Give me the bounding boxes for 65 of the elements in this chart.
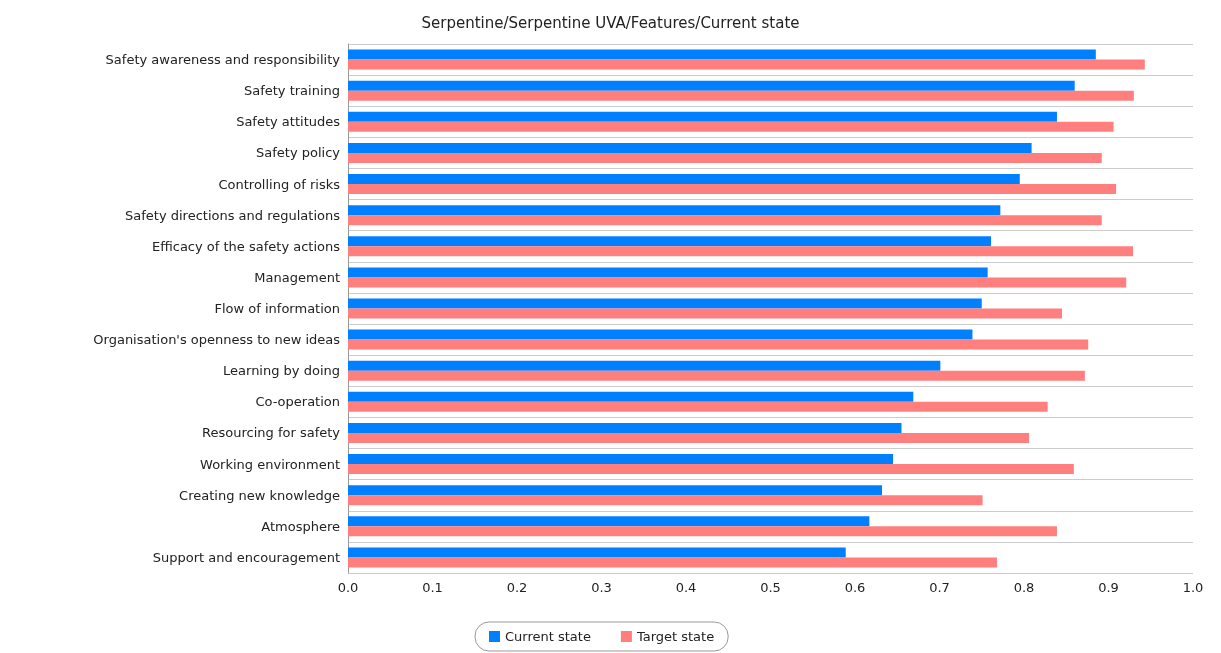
bar [348, 121, 1114, 132]
bar [348, 432, 1030, 443]
bar [348, 526, 1057, 537]
y-tick-label: Efficacy of the safety actions [151, 238, 341, 254]
y-tick-label: Organisation's openness to new ideas [93, 332, 341, 348]
y-tick-label: Creating new knowledge [179, 487, 340, 503]
bar [348, 454, 894, 465]
bar [348, 267, 988, 278]
y-tick-label: Co-operation [255, 394, 340, 410]
bar [348, 308, 1063, 319]
bar [348, 90, 1134, 101]
bar [348, 246, 1134, 257]
y-tick-label: Management [254, 269, 340, 285]
bar [348, 142, 1032, 153]
bar [348, 49, 1096, 60]
x-tick-label: 0.3 [591, 580, 612, 595]
x-tick-label: 0.8 [1013, 580, 1035, 595]
bar [348, 184, 1117, 195]
x-tick-label: 0.7 [929, 580, 950, 595]
legend-label: Current state [505, 629, 591, 644]
y-tick-label: Safety policy [256, 145, 341, 161]
bar [348, 464, 1074, 475]
y-tick-label: Learning by doing [223, 363, 340, 379]
bar [348, 174, 1020, 185]
bar [348, 370, 1085, 381]
bar [348, 516, 870, 527]
x-tick-label: 0.2 [506, 580, 528, 595]
bar [348, 547, 846, 558]
x-tick-label: 0.5 [760, 580, 781, 595]
x-tick-label: 0.9 [1098, 580, 1119, 595]
y-tick-label: Support and encouragement [152, 549, 340, 565]
y-tick-label: Controlling of risks [218, 176, 341, 192]
bar [348, 329, 973, 340]
bar [348, 495, 983, 506]
bar [348, 80, 1075, 91]
bar [348, 152, 1102, 163]
bar [348, 360, 941, 371]
bar [348, 485, 883, 496]
y-tick-label: Safety attitudes [236, 114, 341, 130]
bar [348, 298, 982, 309]
x-tick-label: 0.1 [422, 580, 443, 595]
bar [348, 422, 902, 433]
bar [348, 236, 992, 247]
bar [348, 401, 1048, 412]
x-tick-label: 0.6 [844, 580, 866, 595]
bar [348, 391, 914, 402]
bar [348, 339, 1089, 350]
bar [348, 557, 997, 568]
chart-title: Serpentine/Serpentine UVA/Features/Current state [421, 13, 800, 32]
y-tick-label: Atmosphere [261, 518, 340, 534]
bar [348, 215, 1102, 226]
x-tick-label: 1.0 [1182, 580, 1204, 595]
y-tick-label: Resourcing for safety [202, 425, 341, 441]
x-tick-label: 0.0 [337, 580, 359, 595]
y-tick-label: Flow of information [214, 301, 340, 316]
x-tick-label: 0.4 [675, 580, 697, 595]
y-tick-label: Safety training [243, 83, 340, 99]
bar [348, 205, 1001, 216]
legend-label: Target state [635, 629, 715, 644]
y-tick-label: Safety awareness and responsibility [105, 52, 341, 68]
bar [348, 59, 1145, 70]
y-tick-label: Working environment [200, 456, 340, 472]
bar [348, 111, 1057, 122]
bar [348, 277, 1127, 288]
y-tick-label: Safety directions and regulations [125, 207, 341, 223]
